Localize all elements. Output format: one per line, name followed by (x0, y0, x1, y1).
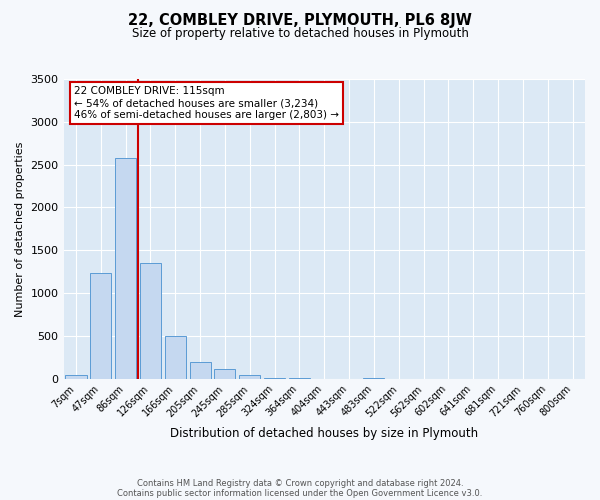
Text: 22 COMBLEY DRIVE: 115sqm
← 54% of detached houses are smaller (3,234)
46% of sem: 22 COMBLEY DRIVE: 115sqm ← 54% of detach… (74, 86, 339, 120)
Bar (115, 158, 136, 379)
Text: Contains HM Land Registry data © Crown copyright and database right 2024.: Contains HM Land Registry data © Crown c… (137, 478, 463, 488)
Bar (264, 378, 285, 379)
Text: Contains public sector information licensed under the Open Government Licence v3: Contains public sector information licen… (118, 488, 482, 498)
Y-axis label: Number of detached properties: Number of detached properties (15, 141, 25, 316)
Text: 22, COMBLEY DRIVE, PLYMOUTH, PL6 8JW: 22, COMBLEY DRIVE, PLYMOUTH, PL6 8JW (128, 12, 472, 28)
Text: Size of property relative to detached houses in Plymouth: Size of property relative to detached ho… (131, 28, 469, 40)
Bar (214, 370, 235, 379)
Bar (90, 274, 112, 379)
Bar (239, 374, 260, 379)
X-axis label: Distribution of detached houses by size in Plymouth: Distribution of detached houses by size … (170, 427, 478, 440)
Bar (190, 362, 211, 379)
Bar (65, 374, 86, 379)
Bar (165, 336, 186, 379)
Bar (140, 263, 161, 379)
